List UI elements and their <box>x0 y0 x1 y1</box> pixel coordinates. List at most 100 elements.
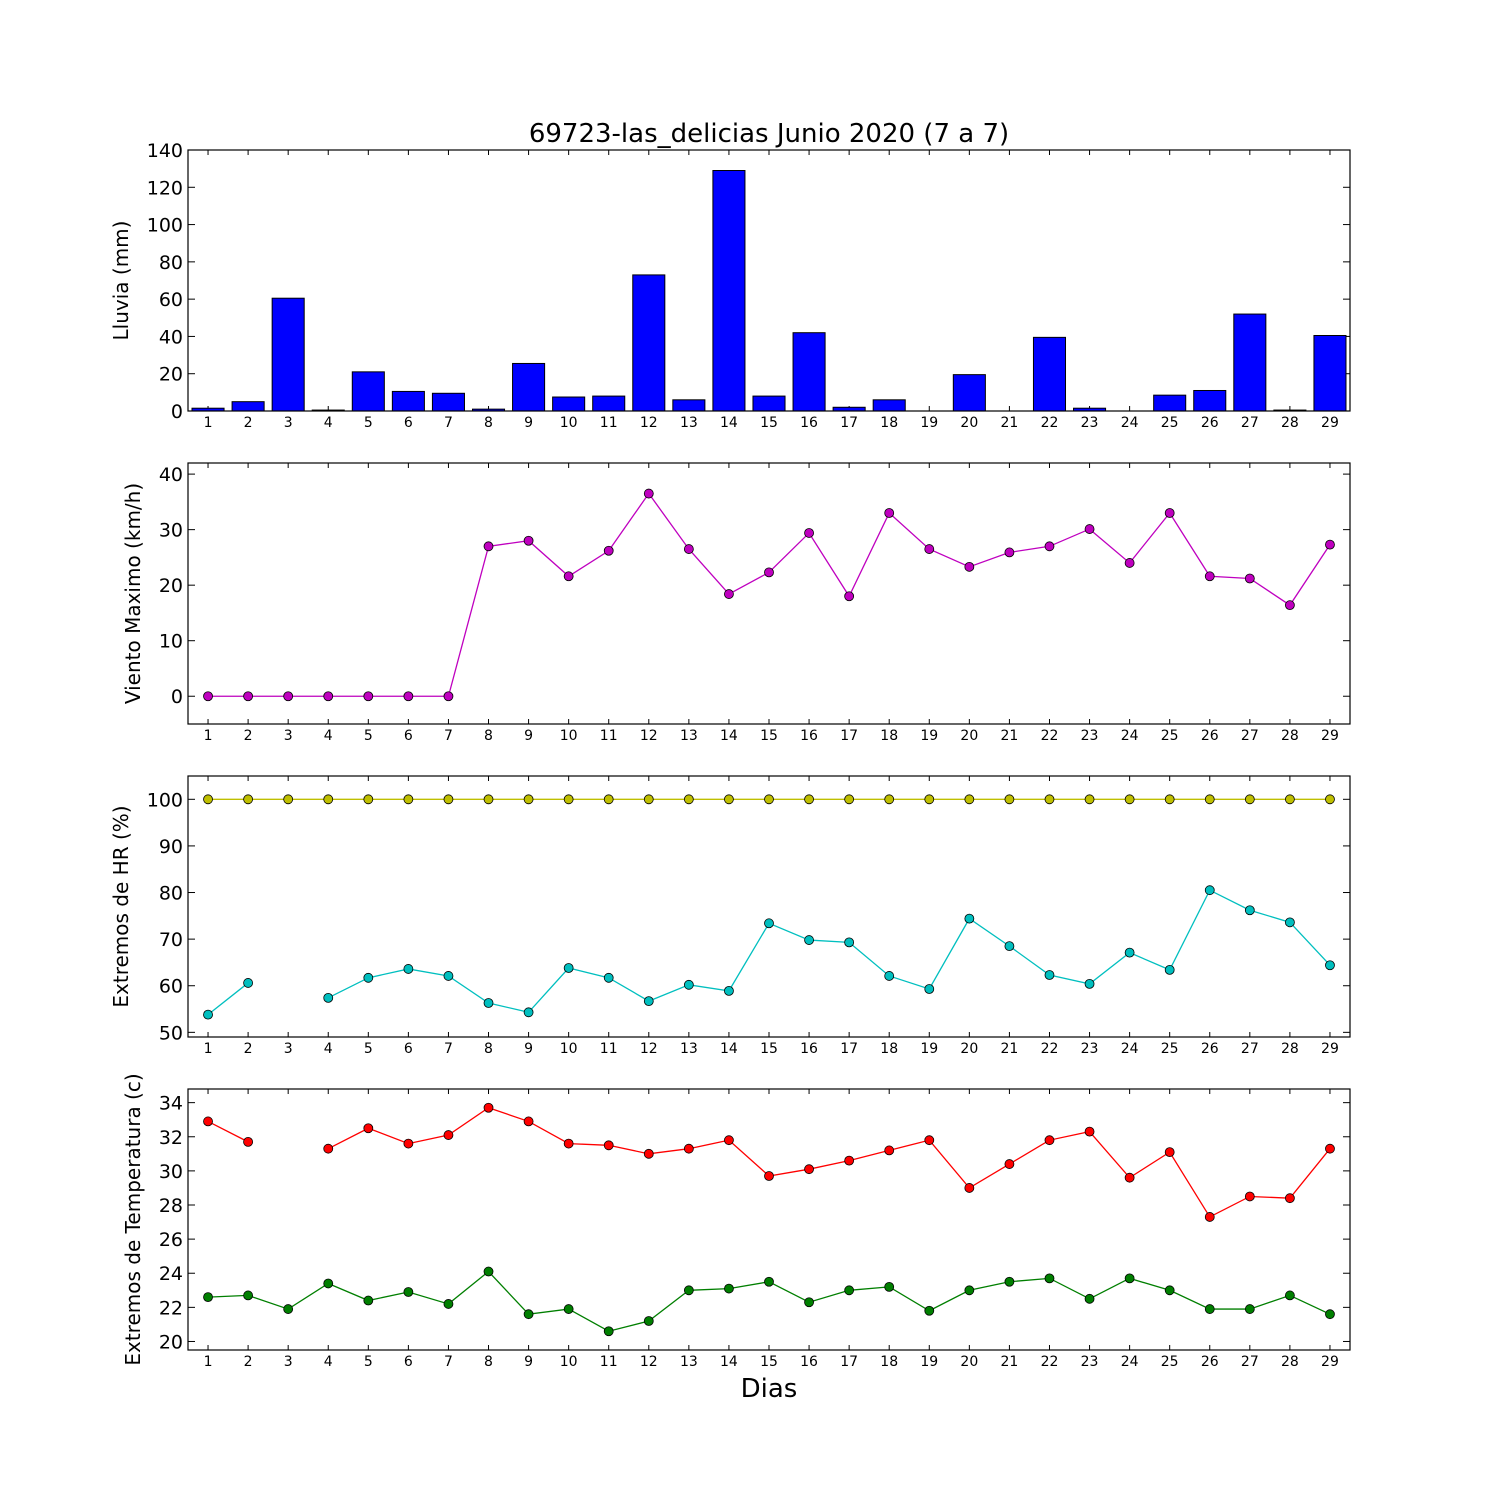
data-point <box>924 984 935 994</box>
y-axis-label: Extremos de Temperatura (c) <box>121 1073 145 1365</box>
x-tick-label: 2 <box>244 1041 253 1057</box>
x-tick-label: 27 <box>1241 728 1259 744</box>
x-tick-label: 29 <box>1321 1354 1339 1370</box>
data-point <box>643 794 654 805</box>
data-point <box>1084 1293 1095 1304</box>
x-tick-label: 20 <box>960 728 978 744</box>
data-point <box>924 1305 935 1316</box>
data-point <box>683 1285 694 1296</box>
x-tick-label: 14 <box>720 728 738 744</box>
x-tick-label: 28 <box>1281 415 1299 431</box>
data-point <box>1325 1309 1335 1320</box>
x-tick-label: 6 <box>404 1354 413 1370</box>
data-point <box>243 794 254 805</box>
x-tick-label: 21 <box>1000 1041 1018 1057</box>
x-tick-label: 5 <box>364 1354 373 1370</box>
x-tick-label: 18 <box>880 1041 898 1057</box>
data-point <box>203 1116 213 1127</box>
data-point <box>764 1171 774 1181</box>
bar <box>1313 334 1347 412</box>
data-point <box>1284 600 1295 611</box>
series-1 <box>203 1102 1335 1222</box>
data-point <box>1325 960 1335 971</box>
data-point <box>724 589 734 599</box>
data-point <box>1164 508 1175 518</box>
data-point <box>1004 1276 1015 1287</box>
data-point <box>1084 794 1095 805</box>
data-point <box>403 691 414 702</box>
bar <box>1032 336 1067 412</box>
data-point <box>643 1316 654 1326</box>
data-point <box>483 541 494 552</box>
y-tick-label: 80 <box>159 252 183 274</box>
x-tick-label: 7 <box>444 415 453 431</box>
data-point <box>363 1123 374 1134</box>
bar <box>271 297 305 412</box>
x-tick-label: 8 <box>484 1041 493 1057</box>
x-tick-label: 28 <box>1281 728 1299 744</box>
y-tick-label: 40 <box>159 464 183 486</box>
data-point <box>844 1155 855 1166</box>
data-point <box>1044 1135 1055 1146</box>
x-tick-label: 9 <box>524 1354 533 1370</box>
data-point <box>1004 794 1015 805</box>
x-tick-label: 5 <box>364 1041 373 1057</box>
x-tick-label: 10 <box>560 415 578 431</box>
data-point <box>563 1304 574 1314</box>
series-2 <box>203 1266 1335 1337</box>
y-tick-label: 120 <box>147 177 183 199</box>
data-point <box>1124 794 1135 805</box>
x-tick-label: 23 <box>1081 728 1099 744</box>
y-tick-label: 20 <box>159 364 183 386</box>
data-point <box>243 1290 254 1301</box>
x-axis-label: Dias <box>741 1374 798 1404</box>
x-tick-label: 16 <box>800 1041 818 1057</box>
x-tick-label: 1 <box>204 1041 213 1057</box>
x-tick-label: 13 <box>680 1041 698 1057</box>
x-tick-label: 27 <box>1241 415 1259 431</box>
y-axis-label: Lluvia (mm) <box>109 221 133 341</box>
data-point <box>724 985 734 996</box>
data-point <box>1204 571 1215 582</box>
data-point <box>563 571 574 582</box>
data-point <box>683 1143 694 1154</box>
x-tick-label: 29 <box>1321 1041 1339 1057</box>
bar <box>231 401 265 412</box>
y-tick-label: 10 <box>159 631 183 653</box>
x-tick-label: 4 <box>324 728 333 744</box>
x-tick-label: 18 <box>880 728 898 744</box>
x-tick-label: 13 <box>680 1354 698 1370</box>
data-point <box>884 508 895 518</box>
series-2 <box>203 885 1335 1020</box>
x-tick-label: 28 <box>1281 1354 1299 1370</box>
y-tick-label: 80 <box>159 883 183 905</box>
data-point <box>523 535 534 546</box>
series-1 <box>203 794 1335 805</box>
y-axis-label: Extremos de HR (%) <box>109 805 133 1007</box>
data-point <box>1204 1212 1215 1222</box>
x-tick-label: 19 <box>920 728 938 744</box>
data-point <box>563 1138 574 1149</box>
data-point <box>523 1007 534 1018</box>
data-point <box>643 996 654 1007</box>
data-point <box>964 913 975 924</box>
x-tick-label: 27 <box>1241 1041 1259 1057</box>
bar <box>632 274 666 412</box>
data-point <box>363 691 374 702</box>
y-tick-label: 0 <box>171 401 183 423</box>
data-point <box>1325 539 1335 550</box>
x-tick-label: 28 <box>1281 1041 1299 1057</box>
y-tick-label: 100 <box>147 789 183 811</box>
x-tick-label: 15 <box>760 728 778 744</box>
data-point <box>1084 524 1095 534</box>
y-tick-label: 0 <box>171 686 183 708</box>
x-tick-label: 14 <box>720 415 738 431</box>
x-tick-label: 25 <box>1161 728 1179 744</box>
y-tick-label: 60 <box>159 976 183 998</box>
x-tick-label: 13 <box>680 415 698 431</box>
y-tick-label: 100 <box>147 215 183 237</box>
x-tick-label: 24 <box>1121 1354 1139 1370</box>
